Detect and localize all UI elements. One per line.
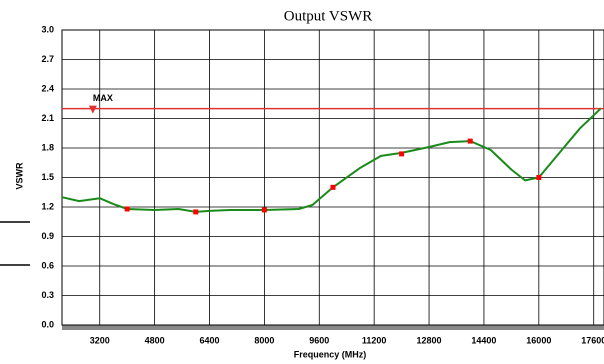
marker: [193, 209, 199, 215]
y-tick-label: 0.0: [41, 319, 54, 329]
chart-title: Output VSWR: [284, 8, 372, 24]
y-tick-label: 3.0: [41, 24, 54, 34]
x-tick-label: 14400: [471, 335, 496, 345]
x-tick-label: 4800: [145, 335, 165, 345]
series-line: [61, 107, 602, 213]
y-axis-label: VSWR: [14, 162, 24, 190]
y-tick-label: 1.2: [41, 201, 54, 211]
y-tick-label: 0.3: [41, 290, 54, 300]
marker: [261, 207, 267, 213]
x-tick-label: 17600: [581, 335, 604, 345]
y-tick-label: 2.7: [41, 54, 54, 64]
x-tick-label: 16000: [526, 335, 551, 345]
y-tick-label: 2.1: [41, 113, 54, 123]
x-axis-label: Frequency (MHz): [294, 349, 367, 359]
marker: [399, 151, 405, 157]
limit-label: MAX: [93, 93, 113, 103]
limit-marker: [88, 105, 97, 114]
y-tick-label: 0.6: [41, 260, 54, 270]
marker: [330, 184, 336, 190]
y-tick-label: 1.8: [41, 142, 54, 152]
marker: [124, 206, 130, 212]
y-tick-label: 0.9: [41, 231, 54, 241]
y-tick-label: 2.4: [41, 83, 54, 93]
x-tick-label: 3200: [90, 335, 110, 345]
x-tick-label: 9600: [309, 335, 329, 345]
x-tick-label: 11200: [362, 335, 387, 345]
marker: [536, 175, 542, 180]
x-tick-label: 6400: [199, 335, 219, 345]
marker: [467, 138, 473, 144]
x-tick-label: 8000: [254, 335, 274, 345]
x-tick-label: 12800: [417, 335, 442, 345]
x-axis-bar: [62, 325, 604, 330]
y-tick-label: 1.5: [41, 172, 54, 182]
